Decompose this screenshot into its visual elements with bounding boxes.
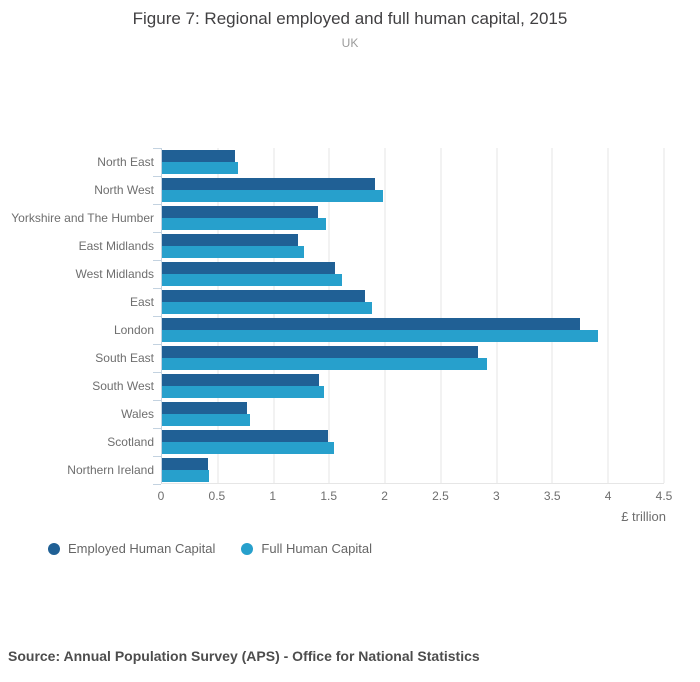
- chart-row: [162, 148, 664, 176]
- y-axis-tick: [153, 148, 161, 149]
- bar-employed: [162, 402, 247, 414]
- y-axis-label: Yorkshire and The Humber: [11, 211, 154, 225]
- y-axis-label: West Midlands: [75, 267, 154, 281]
- x-axis-tick-label: 4: [604, 489, 612, 503]
- gridline: [496, 148, 498, 483]
- y-axis-tick: [153, 428, 161, 429]
- bar-full: [162, 358, 487, 370]
- x-axis-tick-label: 3: [492, 489, 500, 503]
- legend-item-employed[interactable]: Employed Human Capital: [48, 541, 215, 556]
- y-axis-label: South East: [95, 351, 154, 365]
- chart-row: [162, 400, 664, 428]
- y-axis-tick: [153, 484, 161, 485]
- chart-title: Figure 7: Regional employed and full hum…: [132, 9, 568, 28]
- y-axis-tick: [153, 232, 161, 233]
- bar-employed: [162, 206, 319, 218]
- x-axis-labels: 0 0.5 1 1.5 2 2.5 3 3.5 4 4.5: [157, 489, 673, 505]
- y-axis-label: East Midlands: [78, 239, 154, 253]
- x-axis-tick-label: 1.5: [320, 489, 337, 503]
- bar-full: [162, 274, 342, 286]
- chart-row: [162, 288, 664, 316]
- y-axis-label: North East: [97, 155, 154, 169]
- y-axis-tick: [153, 456, 161, 457]
- chart-row: [162, 316, 664, 344]
- x-axis-tick-label: 4.5: [655, 489, 673, 503]
- y-axis-tick: [153, 372, 161, 373]
- bar-full: [162, 246, 304, 258]
- bar-employed: [162, 178, 376, 190]
- plot-area: [153, 148, 665, 485]
- y-axis-tick: [153, 260, 161, 261]
- y-axis-label: London: [113, 323, 154, 337]
- chart-row: [162, 428, 664, 456]
- gridline: [273, 148, 275, 483]
- bar-employed: [162, 150, 235, 162]
- chart-row: [162, 372, 664, 400]
- bar-employed: [162, 430, 329, 442]
- bar-full: [162, 162, 238, 174]
- bar-employed: [162, 346, 478, 358]
- bar-full: [162, 302, 372, 314]
- bar-full: [162, 386, 324, 398]
- legend-label: Employed Human Capital: [68, 541, 216, 556]
- chart-row: [162, 176, 664, 204]
- bar-employed: [162, 458, 208, 470]
- bar-employed: [162, 318, 581, 330]
- x-axis-tick-label: 3.5: [543, 489, 561, 503]
- bar-full: [162, 190, 383, 202]
- gridline: [551, 148, 553, 483]
- y-axis-tick: [153, 344, 161, 345]
- x-axis-tick-label: 2: [381, 489, 388, 503]
- chart-row: [162, 204, 664, 232]
- y-axis-tick: [153, 204, 161, 205]
- gridline: [440, 148, 442, 483]
- x-axis-tick-label: 0.5: [208, 489, 226, 503]
- chart-legend: Employed Human Capital Full Human Capital: [48, 541, 372, 556]
- gridline: [607, 148, 609, 483]
- bar-employed: [162, 262, 335, 274]
- gridline: [217, 148, 219, 483]
- bar-full: [162, 330, 599, 342]
- x-axis-tick-label: 2.5: [432, 489, 449, 503]
- gridline: [328, 148, 330, 483]
- chart-row: [162, 260, 664, 288]
- chart-subtitle: UK: [341, 36, 359, 50]
- y-axis-label: North West: [94, 183, 154, 197]
- legend-label: Full Human Capital: [261, 541, 372, 556]
- gridline: [384, 148, 386, 483]
- chart-row: [162, 344, 664, 372]
- bar-full: [162, 470, 209, 482]
- y-axis-tick: [153, 316, 161, 317]
- chart-row: [162, 456, 664, 484]
- y-axis-tick: [153, 288, 161, 289]
- gridline: [663, 148, 665, 483]
- bar-employed: [162, 374, 320, 386]
- bar-full: [162, 442, 334, 454]
- source-text: Source: Annual Population Survey (APS) -…: [8, 648, 480, 664]
- y-axis-label: East: [129, 295, 154, 309]
- x-axis-tick-label: 0: [157, 489, 165, 503]
- legend-swatch-icon: [48, 542, 60, 555]
- x-axis-tick-label: 1: [269, 489, 277, 503]
- y-axis-label: South West: [92, 379, 154, 393]
- legend-item-full[interactable]: Full Human Capital: [241, 541, 372, 556]
- y-axis-tick: [153, 400, 161, 401]
- bar-employed: [162, 290, 366, 302]
- bar-full: [162, 414, 251, 426]
- y-axis-label: Wales: [121, 407, 154, 421]
- y-axis-label: Scotland: [107, 435, 154, 449]
- bar-full: [162, 218, 326, 230]
- y-axis-tick: [153, 176, 161, 177]
- y-axis-label: Northern Ireland: [67, 463, 154, 477]
- x-axis-title: £ trillion: [621, 509, 666, 524]
- chart-row: [162, 232, 664, 260]
- legend-swatch-icon: [241, 542, 254, 555]
- bar-employed: [162, 234, 299, 246]
